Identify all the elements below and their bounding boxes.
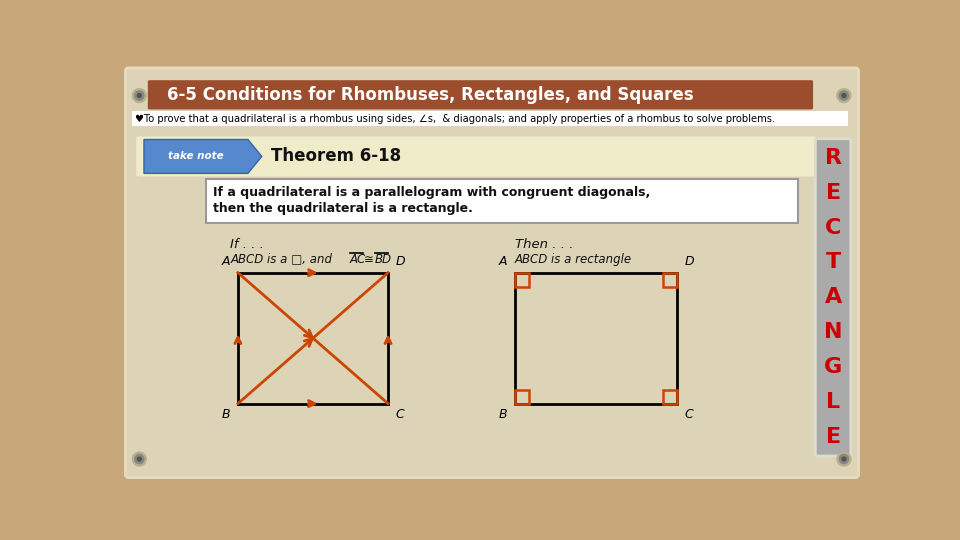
Text: then the quadrilateral is a rectangle.: then the quadrilateral is a rectangle. — [213, 201, 473, 214]
Circle shape — [837, 452, 851, 466]
FancyBboxPatch shape — [205, 179, 799, 224]
FancyBboxPatch shape — [126, 68, 858, 477]
Text: ABCD is a □, and: ABCD is a □, and — [230, 253, 336, 266]
Text: BD: BD — [375, 253, 392, 266]
Text: E: E — [826, 427, 841, 447]
Text: L: L — [826, 392, 840, 412]
Text: B: B — [499, 408, 508, 421]
Text: B: B — [222, 408, 230, 421]
Text: G: G — [824, 357, 842, 377]
Text: A: A — [825, 287, 842, 307]
Text: D: D — [684, 255, 694, 268]
Circle shape — [132, 89, 146, 103]
Text: D: D — [396, 255, 405, 268]
Circle shape — [134, 91, 144, 100]
FancyBboxPatch shape — [136, 137, 815, 177]
Circle shape — [137, 457, 141, 461]
Text: C: C — [684, 408, 693, 421]
Text: Theorem 6-18: Theorem 6-18 — [271, 147, 401, 165]
Text: C: C — [396, 408, 404, 421]
Text: ABCD is a rectangle: ABCD is a rectangle — [516, 253, 633, 266]
Circle shape — [842, 457, 846, 461]
Polygon shape — [144, 139, 262, 173]
FancyBboxPatch shape — [815, 139, 851, 456]
Text: take note: take note — [168, 151, 224, 161]
Circle shape — [132, 452, 146, 466]
Text: ♥To prove that a quadrilateral is a rhombus using sides, ∠s,  & diagonals; and a: ♥To prove that a quadrilateral is a rhom… — [134, 114, 775, 124]
Text: If . . .: If . . . — [230, 238, 264, 251]
Text: N: N — [824, 322, 842, 342]
Circle shape — [137, 93, 141, 98]
Circle shape — [842, 93, 846, 98]
Text: T: T — [826, 252, 841, 273]
Text: R: R — [825, 148, 842, 168]
Text: 6-5 Conditions for Rhombuses, Rectangles, and Squares: 6-5 Conditions for Rhombuses, Rectangles… — [167, 86, 694, 104]
FancyBboxPatch shape — [132, 111, 848, 126]
Circle shape — [134, 455, 144, 464]
Circle shape — [839, 91, 849, 100]
Text: A: A — [499, 255, 508, 268]
Text: Then . . .: Then . . . — [516, 238, 573, 251]
Circle shape — [839, 455, 849, 464]
Text: E: E — [826, 183, 841, 202]
Text: C: C — [825, 218, 841, 238]
Text: A: A — [222, 255, 230, 268]
Text: AC: AC — [349, 253, 366, 266]
Text: ≅: ≅ — [364, 253, 374, 266]
Circle shape — [837, 89, 851, 103]
FancyBboxPatch shape — [148, 80, 813, 110]
Text: If a quadrilateral is a parallelogram with congruent diagonals,: If a quadrilateral is a parallelogram wi… — [213, 186, 651, 199]
